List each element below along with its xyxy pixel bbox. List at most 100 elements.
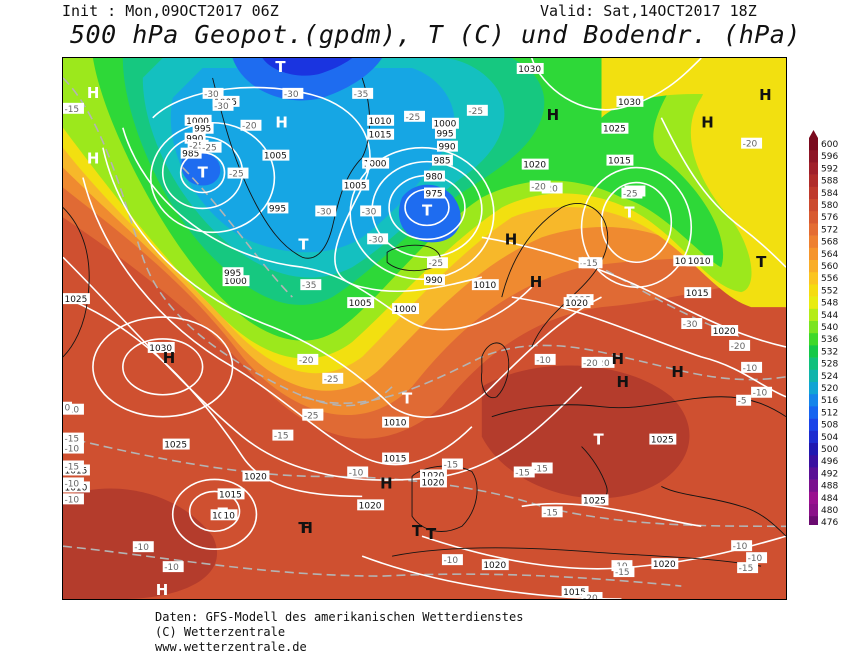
- legend-label: 488: [821, 482, 838, 492]
- low-pressure-marker: T: [426, 525, 437, 543]
- low-pressure-marker: T: [362, 159, 373, 177]
- legend-swatch: [809, 345, 818, 358]
- svg-text:-25: -25: [189, 142, 204, 152]
- svg-text:-30: -30: [369, 235, 384, 245]
- legend-swatch: [809, 443, 818, 456]
- isotherm-label: -10: [347, 466, 369, 478]
- legend-label: 548: [821, 299, 838, 309]
- svg-text:1010: 1010: [384, 419, 407, 429]
- svg-text:990: 990: [425, 276, 442, 286]
- isotherm-label: -30: [202, 87, 224, 100]
- svg-text:-20: -20: [743, 140, 758, 150]
- legend-label: 536: [821, 335, 838, 345]
- svg-text:995: 995: [436, 130, 453, 140]
- svg-text:-30: -30: [317, 207, 332, 217]
- svg-text:1020: 1020: [359, 501, 382, 511]
- isobar-label: 1020: [420, 476, 447, 488]
- legend-label: 484: [821, 494, 838, 504]
- legend-label: 480: [821, 506, 838, 516]
- legend-label: 552: [821, 286, 838, 296]
- isotherm-label: -35: [352, 87, 374, 100]
- isotherm-label: -25: [187, 139, 209, 152]
- isobar-label: 995: [267, 202, 289, 214]
- svg-text:-10: -10: [164, 563, 179, 573]
- isobar-label: 1020: [521, 158, 549, 171]
- low-pressure-marker: T: [275, 58, 286, 76]
- isobar-label: 1010: [367, 114, 395, 127]
- legend-swatch: [809, 321, 818, 334]
- legend-swatch: [809, 260, 818, 273]
- isotherm-label: -15: [581, 257, 603, 269]
- legend-swatch: [809, 247, 818, 261]
- isotherm-label: -10: [731, 540, 753, 552]
- low-pressure-marker: T: [756, 253, 767, 271]
- legend-label: 576: [821, 213, 838, 223]
- svg-text:1025: 1025: [603, 125, 626, 135]
- svg-text:1010: 1010: [369, 117, 392, 127]
- low-pressure-marker: T: [594, 431, 605, 449]
- svg-text:1020: 1020: [565, 299, 588, 309]
- isobar-label: 1030: [516, 62, 544, 75]
- isobar-low-biscay: [188, 490, 241, 533]
- svg-text:1015: 1015: [369, 131, 392, 141]
- isotherm-label: -20: [741, 137, 763, 150]
- isobar-high-azores-2: [92, 316, 234, 418]
- legend-swatch: [809, 308, 818, 322]
- legend-label: 508: [821, 421, 838, 431]
- isobar-label: 995: [192, 122, 214, 135]
- legend-label: 584: [821, 189, 838, 199]
- isotherm-label: -15: [272, 429, 294, 442]
- svg-text:990: 990: [186, 135, 203, 145]
- svg-text:-25: -25: [406, 113, 421, 123]
- legend-swatch: [809, 333, 818, 346]
- isobar-label: 1000: [222, 275, 250, 287]
- legend-swatch: [809, 150, 818, 163]
- svg-text:-25: -25: [324, 375, 339, 385]
- svg-text:-20: -20: [583, 594, 598, 600]
- svg-text:-10: -10: [743, 364, 758, 374]
- isobar-1030-ne: [530, 58, 702, 111]
- high-pressure-marker: H: [530, 273, 543, 291]
- field-deep-blue-1: [232, 58, 383, 101]
- isobar-high-azores: [122, 338, 204, 396]
- svg-text:980: 980: [425, 173, 442, 183]
- isobar-label: 1030: [616, 95, 644, 108]
- svg-text:1015: 1015: [563, 588, 586, 598]
- svg-text:1020: 1020: [422, 471, 445, 481]
- isobar-1020-ne: [660, 117, 786, 268]
- footer-copyright: (C) Wetterzentrale: [155, 625, 286, 639]
- svg-text:-25: -25: [202, 144, 217, 154]
- isobar-label: 1005: [262, 149, 290, 162]
- legend-swatch: [809, 369, 818, 383]
- isotherm-label: -25: [302, 409, 324, 422]
- svg-text:-20: -20: [531, 183, 546, 193]
- high-pressure-marker: H: [163, 349, 176, 367]
- isobar-1010: [102, 147, 602, 418]
- svg-text:-20: -20: [731, 342, 746, 352]
- isotherm-label: -35: [300, 279, 322, 291]
- isobar-label: 1025: [162, 438, 190, 451]
- svg-text:-25: -25: [229, 170, 244, 180]
- isotherm-label: -15: [737, 562, 759, 574]
- isotherm-label: -25: [322, 372, 344, 385]
- isotherm-1: [63, 77, 393, 407]
- high-pressure-marker: H: [547, 106, 560, 124]
- coast-europe: [491, 396, 786, 418]
- legend-swatch: [809, 467, 818, 480]
- isotherm-label: -25: [404, 110, 425, 123]
- isobar-label: 1000: [362, 157, 390, 170]
- isotherm-label: -10: [132, 541, 154, 553]
- svg-text:-10: -10: [748, 554, 763, 564]
- svg-text:-10: -10: [64, 495, 79, 505]
- svg-text:1020: 1020: [713, 327, 736, 337]
- isobar-label: 1020: [242, 470, 270, 482]
- coast-africa: [392, 547, 762, 567]
- isobar-1020-b: [481, 236, 786, 348]
- legend-label: 568: [821, 238, 838, 248]
- low-pressure-marker: T: [218, 504, 229, 522]
- isotherm-label: -20: [581, 356, 603, 369]
- svg-text:-10: -10: [64, 445, 79, 455]
- legend-swatch: [809, 504, 818, 517]
- svg-text:1025: 1025: [583, 496, 606, 506]
- isobar-1025-c: [521, 502, 702, 528]
